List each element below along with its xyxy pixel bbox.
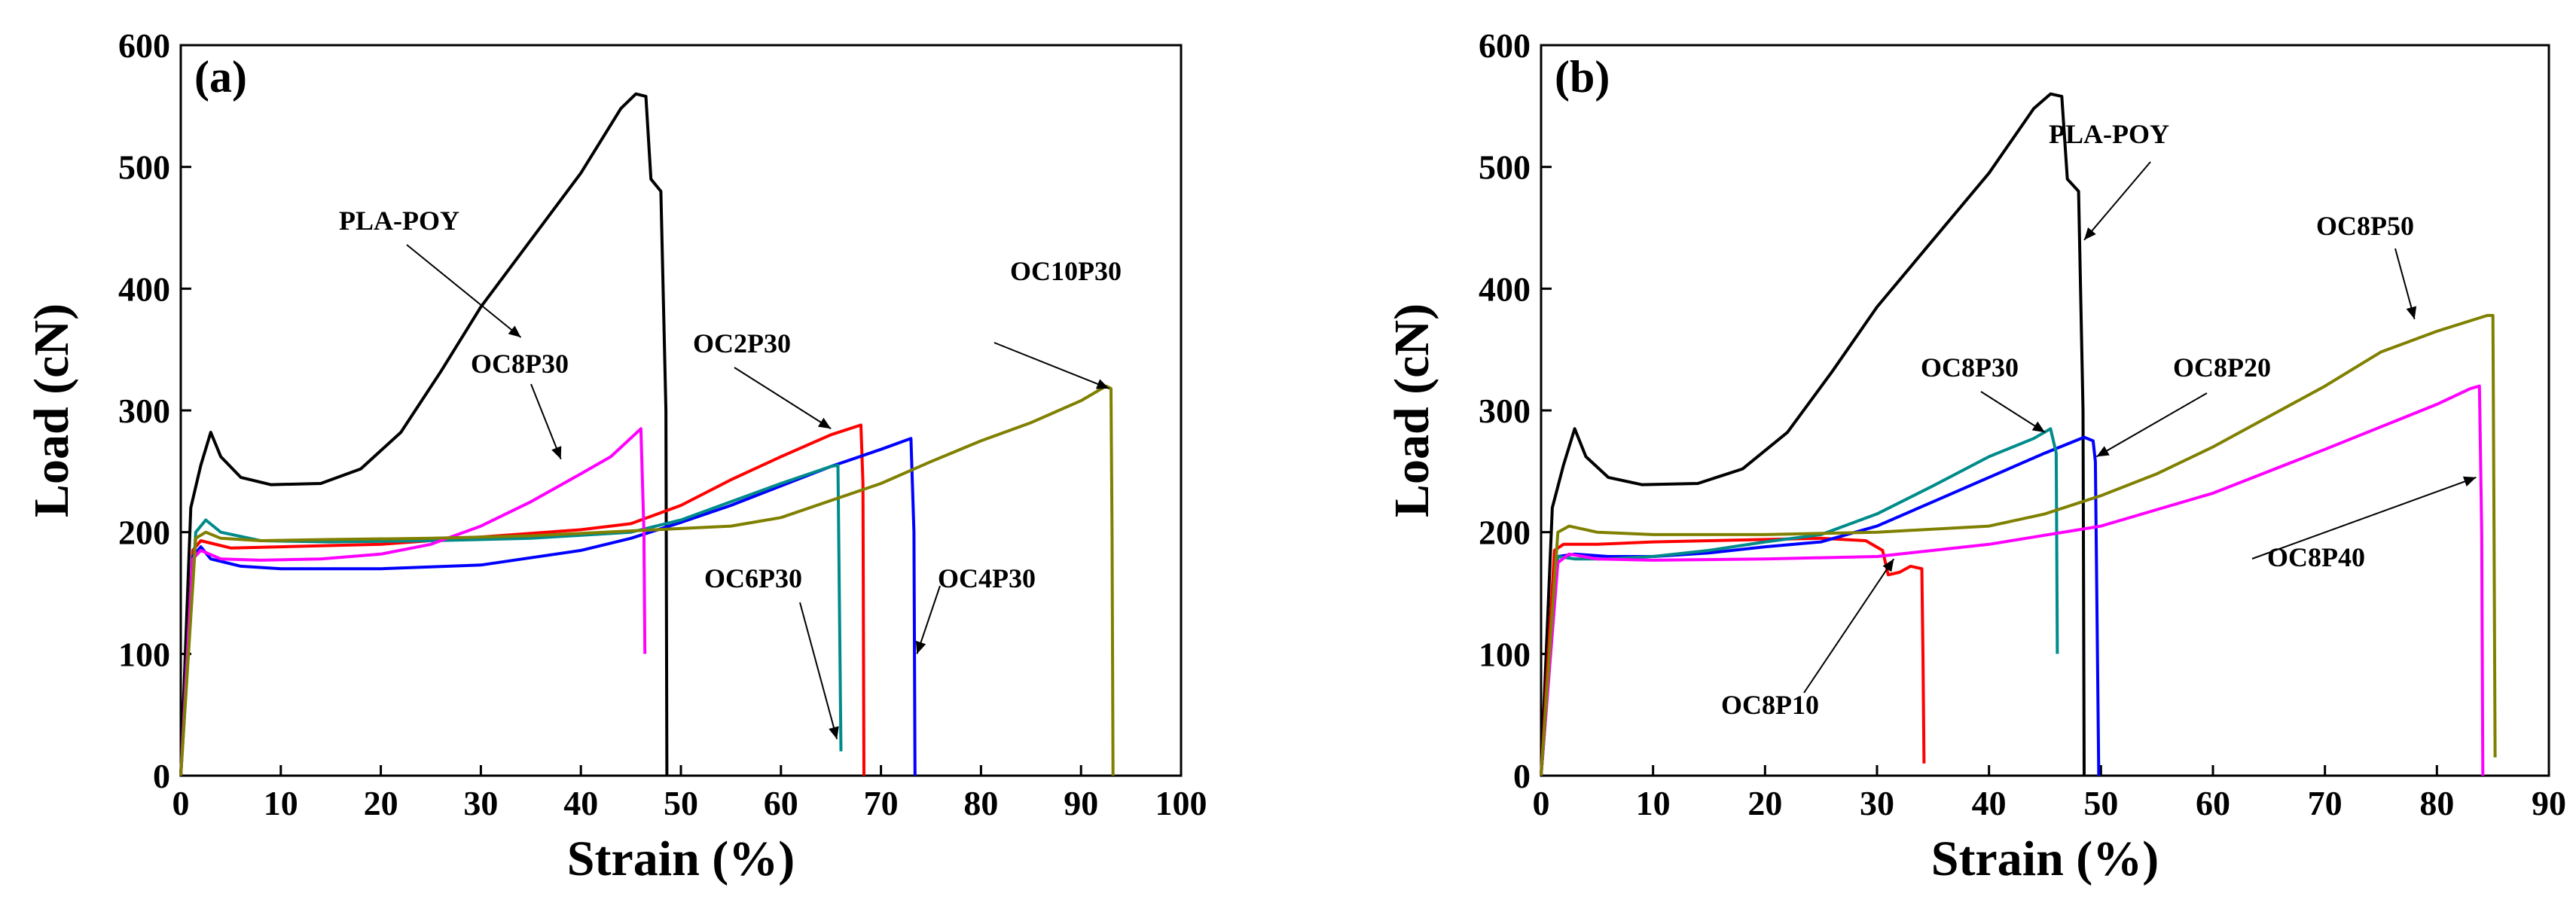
arrow-head-icon (2406, 306, 2417, 319)
arrow-head-icon (817, 417, 832, 429)
arrow-head-icon (2096, 446, 2110, 457)
series-line-oc2p30 (179, 423, 865, 776)
arrow-head-icon (1095, 379, 1109, 389)
x-axis-label: Strain (%) (1931, 831, 2159, 886)
annotation-label: OC8P30 (1921, 352, 2019, 383)
series-line-oc8p40 (1540, 384, 2485, 776)
y-axis-label: Load (cN) (24, 303, 79, 517)
annotation-label: OC8P20 (2173, 352, 2271, 383)
arrow-head-icon (915, 640, 926, 654)
series-line-oc8p10 (1540, 536, 1926, 776)
y-tick-label: 400 (118, 270, 170, 308)
y-tick-label: 600 (1479, 26, 1531, 65)
y-axis-label: Load (cN) (1384, 303, 1439, 517)
y-tick-label: 500 (1479, 148, 1531, 187)
annotation-arrow (2083, 161, 2151, 241)
arrow-head-icon (2084, 227, 2096, 240)
y-tick-label: 0 (153, 757, 170, 795)
arrow-head-icon (2031, 421, 2045, 433)
y-tick-label: 300 (1479, 392, 1531, 430)
y-tick-label: 200 (118, 514, 170, 552)
x-tick-label: 60 (2196, 784, 2230, 822)
x-tick-label: 50 (2083, 784, 2118, 822)
x-tick-label: 30 (463, 784, 498, 822)
annotation-arrow (799, 602, 838, 740)
annotation-arrow (2095, 392, 2208, 458)
x-tick-label: 20 (1747, 784, 1782, 822)
arrow-head-icon (508, 325, 521, 337)
annotation-arrow (993, 342, 1109, 389)
x-tick-label: 100 (1155, 784, 1207, 822)
annotation-label: OC8P50 (2316, 211, 2414, 241)
plot-frame (179, 44, 1183, 777)
x-tick-label: 40 (563, 784, 598, 822)
annotation-arrow (734, 367, 832, 430)
series-line-oc6p30 (179, 463, 843, 776)
x-tick-label: 80 (963, 784, 998, 822)
series-line-pla-poy (1540, 92, 2086, 776)
panel-a: 0 10 20 30 40 50 60 70 80 90 100 0 100 200 300 400 500 60… (24, 26, 1207, 886)
panel-b: 0 10 20 30 40 50 60 70 80 90 0 100 200 300 400 500 600 St… (1384, 26, 2566, 886)
annotation-label: OC2P30 (693, 328, 791, 358)
x-tick-label: 10 (264, 784, 298, 822)
x-tick-label: 70 (864, 784, 899, 822)
arrow-head-icon (2462, 476, 2477, 486)
annotation-arrow (2394, 248, 2416, 320)
y-tick-label: 400 (1479, 270, 1531, 308)
annotation-label: OC8P30 (471, 349, 569, 379)
x-tick-label: 50 (664, 784, 698, 822)
series-line-oc10p30 (179, 384, 1115, 776)
x-tick-label: 90 (1064, 784, 1098, 822)
x-tick-label: 20 (364, 784, 398, 822)
x-tick-label: 60 (764, 784, 798, 822)
annotation-arrow (1980, 391, 2046, 433)
y-tick-label: 500 (118, 148, 170, 187)
y-tick-label: 600 (118, 26, 170, 65)
x-tick-label: 80 (2419, 784, 2454, 822)
annotation-label: OC10P30 (1010, 256, 1122, 286)
annotation-arrow (1803, 558, 1895, 694)
annotation-arrow (530, 383, 562, 460)
annotation-label: PLA-POY (339, 206, 459, 236)
x-tick-label: 30 (1860, 784, 1894, 822)
x-tick-label: 0 (172, 784, 190, 822)
y-tick-label: 100 (118, 635, 170, 673)
panel-label: (a) (194, 52, 247, 102)
series-line-oc4p30 (179, 437, 917, 776)
annotation-arrow (2251, 476, 2477, 560)
annotation-label: PLA-POY (2049, 119, 2169, 149)
series-line-pla-poy (179, 92, 669, 776)
y-tick-label: 300 (118, 392, 170, 430)
x-tick-label: 90 (2532, 784, 2566, 822)
plot-frame (1540, 44, 2550, 777)
arrow-head-icon (829, 726, 839, 740)
annotation-label: OC8P10 (1721, 690, 1819, 720)
series-line-oc8p30 (179, 427, 647, 776)
series-line-oc8p20 (1540, 435, 2101, 776)
series-line-oc8p50 (1540, 313, 2497, 776)
arrow-head-icon (551, 446, 562, 459)
y-tick-label: 200 (1479, 514, 1531, 552)
annotation-arrow (406, 244, 522, 338)
x-tick-label: 70 (2308, 784, 2343, 822)
arrow-head-icon (1882, 559, 1894, 572)
panel-label: (b) (1555, 52, 1610, 102)
annotation-label: OC8P40 (2267, 542, 2365, 572)
x-axis-label: Strain (%) (567, 831, 795, 886)
x-tick-label: 10 (1636, 784, 1671, 822)
x-tick-label: 0 (1533, 784, 1550, 822)
annotation-label: OC4P30 (938, 563, 1036, 593)
x-tick-label: 40 (1972, 784, 2007, 822)
y-tick-label: 0 (1513, 757, 1531, 795)
y-tick-label: 100 (1479, 635, 1531, 673)
annotation-label: OC6P30 (704, 563, 802, 593)
